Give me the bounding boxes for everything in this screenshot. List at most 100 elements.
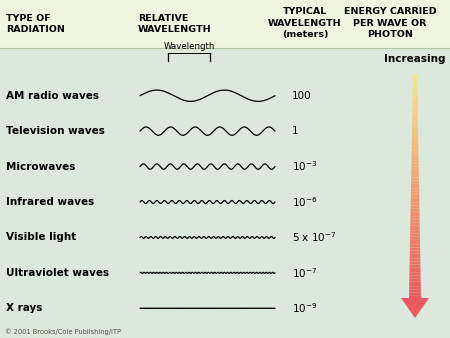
- Polygon shape: [411, 200, 419, 203]
- Polygon shape: [411, 166, 418, 169]
- Polygon shape: [409, 295, 421, 298]
- Polygon shape: [410, 259, 420, 262]
- Polygon shape: [409, 287, 421, 290]
- Polygon shape: [409, 292, 421, 295]
- Polygon shape: [410, 242, 420, 245]
- Text: Microwaves: Microwaves: [6, 162, 76, 172]
- Text: 100: 100: [292, 91, 311, 101]
- Polygon shape: [410, 209, 419, 211]
- Polygon shape: [410, 220, 420, 222]
- Text: RELATIVE
WAVELENGTH: RELATIVE WAVELENGTH: [138, 14, 212, 34]
- Polygon shape: [412, 113, 418, 116]
- Polygon shape: [413, 80, 417, 82]
- Polygon shape: [411, 189, 419, 192]
- Polygon shape: [412, 130, 418, 133]
- Polygon shape: [410, 273, 421, 275]
- Polygon shape: [411, 203, 419, 206]
- Text: 10$^{-6}$: 10$^{-6}$: [292, 195, 318, 209]
- Polygon shape: [413, 82, 417, 85]
- Text: AM radio waves: AM radio waves: [6, 91, 99, 101]
- Polygon shape: [411, 164, 418, 166]
- Text: X rays: X rays: [6, 303, 42, 313]
- Polygon shape: [411, 158, 418, 161]
- Text: Television waves: Television waves: [6, 126, 105, 136]
- Text: 10$^{-9}$: 10$^{-9}$: [292, 301, 318, 315]
- Polygon shape: [410, 256, 420, 259]
- Polygon shape: [412, 105, 418, 107]
- Polygon shape: [410, 225, 420, 228]
- Text: Infrared waves: Infrared waves: [6, 197, 94, 207]
- Polygon shape: [411, 172, 419, 175]
- Polygon shape: [410, 231, 420, 234]
- Polygon shape: [413, 77, 417, 80]
- Text: ENERGY CARRIED
PER WAVE OR
PHOTON: ENERGY CARRIED PER WAVE OR PHOTON: [344, 7, 436, 39]
- Polygon shape: [411, 194, 419, 197]
- Polygon shape: [411, 197, 419, 200]
- Polygon shape: [412, 124, 418, 127]
- Polygon shape: [401, 298, 429, 318]
- Polygon shape: [412, 136, 418, 138]
- Polygon shape: [412, 107, 418, 111]
- Polygon shape: [412, 119, 418, 122]
- Bar: [0, 48, 450, 338]
- Polygon shape: [413, 102, 418, 105]
- Polygon shape: [410, 234, 420, 236]
- Text: 10$^{-3}$: 10$^{-3}$: [292, 160, 317, 173]
- Polygon shape: [411, 155, 418, 158]
- Polygon shape: [412, 141, 418, 144]
- Polygon shape: [409, 281, 421, 284]
- Polygon shape: [411, 175, 419, 177]
- Polygon shape: [412, 116, 418, 119]
- Text: Visible light: Visible light: [6, 233, 76, 242]
- Polygon shape: [413, 91, 417, 94]
- Polygon shape: [410, 262, 420, 264]
- Polygon shape: [413, 96, 418, 99]
- Polygon shape: [412, 133, 418, 136]
- Polygon shape: [410, 253, 420, 256]
- Polygon shape: [410, 245, 420, 248]
- Polygon shape: [412, 144, 418, 147]
- Polygon shape: [409, 284, 421, 287]
- Polygon shape: [410, 228, 420, 231]
- Polygon shape: [410, 248, 420, 250]
- Polygon shape: [413, 99, 418, 102]
- Polygon shape: [413, 94, 418, 96]
- Text: Wavelength: Wavelength: [163, 42, 215, 51]
- Polygon shape: [413, 74, 417, 77]
- Polygon shape: [411, 161, 418, 164]
- Polygon shape: [410, 217, 419, 220]
- Bar: [0, 0, 450, 48]
- Polygon shape: [411, 186, 419, 189]
- Polygon shape: [410, 250, 420, 253]
- Polygon shape: [411, 169, 419, 172]
- Text: TYPE OF
RADIATION: TYPE OF RADIATION: [6, 14, 65, 34]
- Polygon shape: [410, 222, 420, 225]
- Polygon shape: [410, 239, 420, 242]
- Polygon shape: [411, 192, 419, 194]
- Text: 1: 1: [292, 126, 299, 136]
- Polygon shape: [412, 150, 418, 152]
- Polygon shape: [413, 88, 417, 91]
- Polygon shape: [412, 122, 418, 124]
- Polygon shape: [410, 270, 421, 273]
- Polygon shape: [410, 264, 420, 267]
- Polygon shape: [411, 180, 419, 183]
- Polygon shape: [411, 177, 419, 180]
- Polygon shape: [410, 279, 421, 281]
- Polygon shape: [412, 138, 418, 141]
- Polygon shape: [410, 206, 419, 209]
- Polygon shape: [410, 211, 419, 214]
- Polygon shape: [412, 127, 418, 130]
- Text: TYPICAL
WAVELENGTH
(meters): TYPICAL WAVELENGTH (meters): [268, 7, 342, 39]
- Polygon shape: [412, 152, 418, 155]
- Text: 5 x 10$^{-7}$: 5 x 10$^{-7}$: [292, 231, 337, 244]
- Text: 10$^{-7}$: 10$^{-7}$: [292, 266, 317, 280]
- Text: Ultraviolet waves: Ultraviolet waves: [6, 268, 109, 278]
- Polygon shape: [410, 236, 420, 239]
- Polygon shape: [411, 183, 419, 186]
- Polygon shape: [410, 214, 419, 217]
- Polygon shape: [412, 147, 418, 150]
- Text: Increasing: Increasing: [384, 54, 446, 64]
- Polygon shape: [412, 111, 418, 113]
- Text: © 2001 Brooks/Cole Publishing/ITP: © 2001 Brooks/Cole Publishing/ITP: [5, 328, 121, 335]
